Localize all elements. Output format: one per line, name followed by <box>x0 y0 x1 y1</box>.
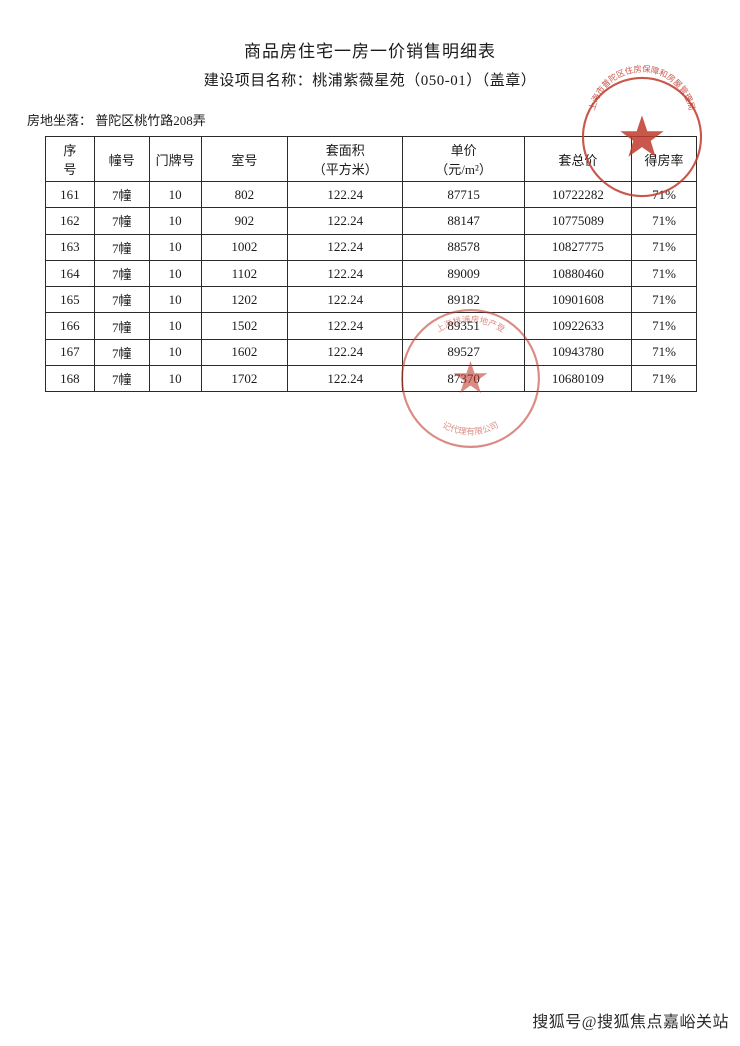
svg-text:上海市普陀区住房保障和房屋管理局: 上海市普陀区住房保障和房屋管理局 <box>587 64 698 112</box>
svg-text:上海桃浦房地产登: 上海桃浦房地产登 <box>434 313 507 334</box>
svg-text:记代理有限公司: 记代理有限公司 <box>441 420 500 437</box>
